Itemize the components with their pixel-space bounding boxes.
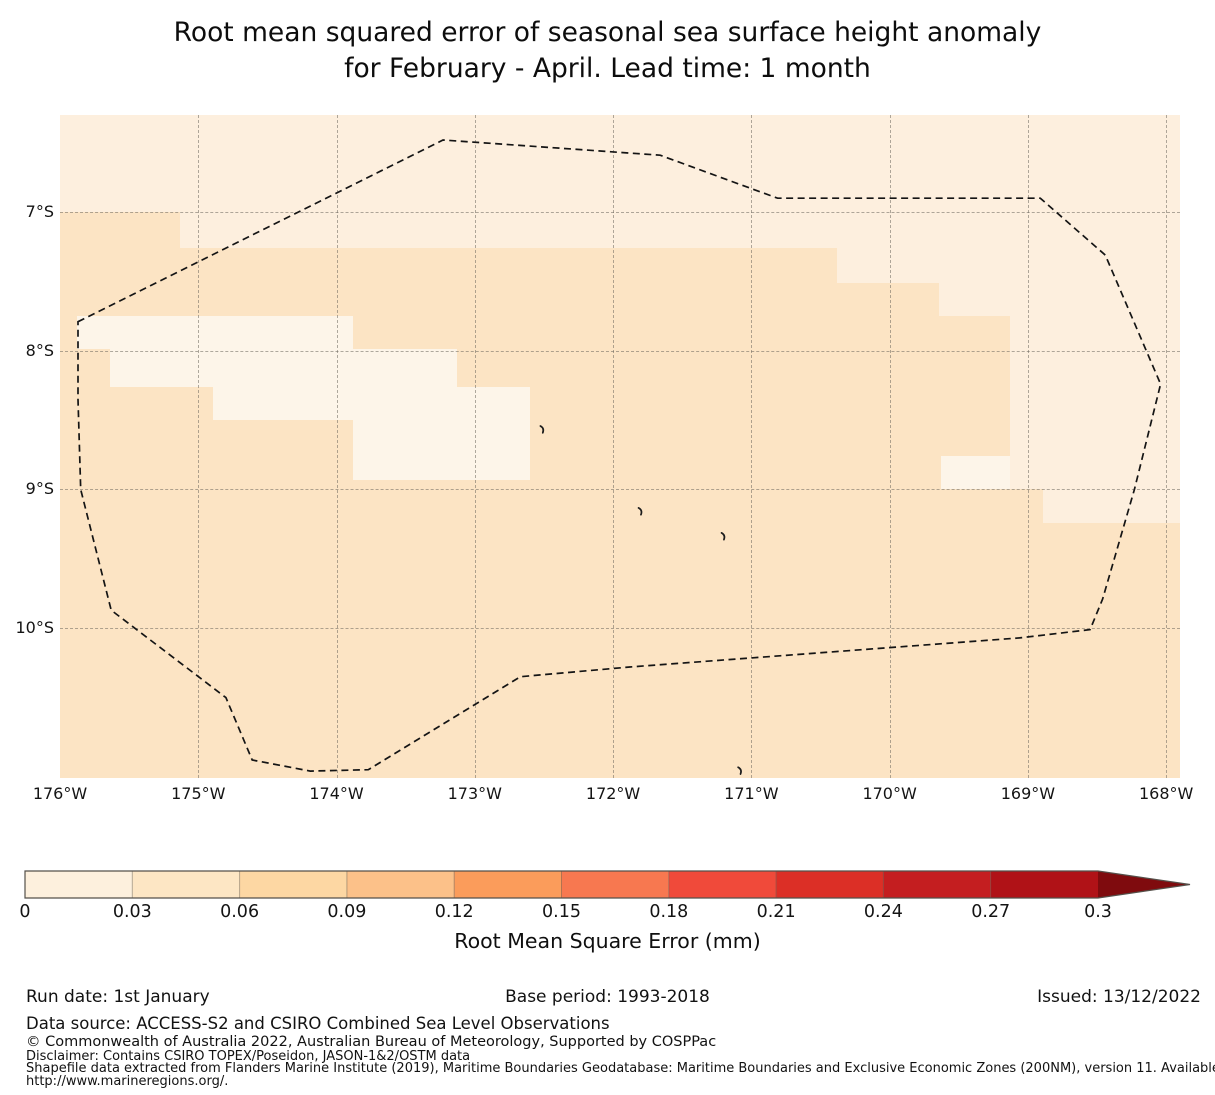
- graticule-parallel: [60, 212, 1180, 214]
- rmse-field-region: [60, 212, 181, 249]
- map-overlay-svg: [77, 139, 1162, 775]
- lon-tick-label: 168°W: [1138, 784, 1194, 803]
- island-mark: [720, 532, 726, 541]
- lon-tick-label: 175°W: [171, 784, 226, 803]
- colorbar-tick-label: 0.3: [1084, 902, 1112, 922]
- rmse-field-region: [213, 386, 354, 421]
- island-mark: [539, 425, 545, 434]
- eez-boundary-line: [77, 139, 1162, 772]
- colorbar-segment: [25, 871, 133, 898]
- graticule-meridian: [474, 115, 476, 778]
- colorbar-outline: [24, 870, 1191, 899]
- rmse-field-region: [60, 248, 838, 283]
- colorbar-extend-arrow: [1098, 871, 1190, 898]
- colorbar-segment: [454, 871, 562, 898]
- rmse-field-region: [76, 316, 354, 350]
- lat-tick-label: 8°S: [25, 340, 54, 360]
- colorbar-segment: [132, 871, 240, 898]
- graticule-meridian: [198, 115, 200, 778]
- graticule-meridian: [336, 115, 338, 778]
- footer-data-source: Data source: ACCESS-S2 and CSIRO Combine…: [26, 1014, 610, 1033]
- colorbar-segment: [346, 871, 455, 898]
- colorbar-tick-label: 0: [19, 902, 31, 922]
- lat-tick-label: 7°S: [25, 202, 54, 222]
- rmse-field-region: [940, 456, 1010, 490]
- chart-title-line1: Root mean squared error of seasonal sea …: [173, 17, 1042, 48]
- colorbar-tick-label: 0.21: [756, 902, 796, 922]
- island-mark: [737, 766, 742, 775]
- lat-tick-label: 9°S: [25, 479, 54, 499]
- rmse-field-region: [109, 349, 457, 387]
- graticule-meridian: [751, 115, 753, 778]
- footer-shapefile-note: Shapefile data extracted from Flanders M…: [26, 1061, 1215, 1076]
- lon-tick-label: 173°W: [447, 784, 502, 803]
- footer-issued-date: Issued: 13/12/2022: [1037, 987, 1201, 1007]
- graticule-meridian: [889, 115, 891, 778]
- lon-tick-label: 174°W: [309, 784, 364, 803]
- graticule-parallel: [60, 489, 1180, 491]
- chart-title-line2: for February - April. Lead time: 1 month: [344, 53, 871, 84]
- colorbar-tick-label: 0.09: [327, 902, 367, 922]
- graticule-meridian: [1027, 115, 1029, 778]
- colorbar-tick-label: 0.24: [863, 902, 903, 922]
- rmse-field-region: [353, 386, 531, 480]
- graticule-meridian: [613, 115, 615, 778]
- footer-run-date: Run date: 1st January: [26, 987, 210, 1007]
- colorbar-tick-label: 0.18: [649, 902, 689, 922]
- graticule-meridian: [1166, 115, 1168, 778]
- rmse-field-region: [60, 282, 940, 317]
- island-mark: [637, 507, 643, 516]
- colorbar-segment: [239, 871, 347, 898]
- graticule-parallel: [60, 628, 1180, 630]
- colorbar-segment: [776, 871, 884, 898]
- map-plot-area: [60, 115, 1180, 778]
- lon-tick-label: 170°W: [862, 784, 917, 803]
- footer-shapefile-url: http://www.marineregions.org/.: [26, 1074, 229, 1089]
- lon-tick-label: 176°W: [32, 784, 88, 803]
- colorbar-tick-label: 0.15: [542, 902, 581, 922]
- colorbar-segment: [561, 871, 669, 898]
- colorbar-segment: [990, 871, 1098, 898]
- colorbar-segment: [668, 871, 777, 898]
- colorbar-svg: [24, 870, 1191, 899]
- colorbar-axis-label: Root Mean Square Error (mm): [454, 929, 761, 953]
- footer-copyright: © Commonwealth of Australia 2022, Austra…: [26, 1034, 717, 1050]
- lat-tick-label: 10°S: [15, 618, 54, 638]
- colorbar-segment: [883, 871, 991, 898]
- colorbar-tick-label: 0.12: [434, 902, 474, 922]
- footer-base-period: Base period: 1993-2018: [505, 987, 710, 1007]
- lon-tick-label: 169°W: [1000, 784, 1056, 803]
- graticule-parallel: [60, 350, 1180, 352]
- rmse-field-region: [60, 489, 1044, 778]
- colorbar-tick-label: 0.03: [112, 902, 152, 922]
- lon-tick-label: 171°W: [724, 784, 779, 803]
- colorbar-tick-label: 0.06: [220, 902, 260, 922]
- lon-tick-label: 172°W: [585, 784, 641, 803]
- colorbar-tick-label: 0.27: [971, 902, 1011, 922]
- footer-disclaimer: Disclaimer: Contains CSIRO TOPEX/Poseido…: [26, 1049, 471, 1064]
